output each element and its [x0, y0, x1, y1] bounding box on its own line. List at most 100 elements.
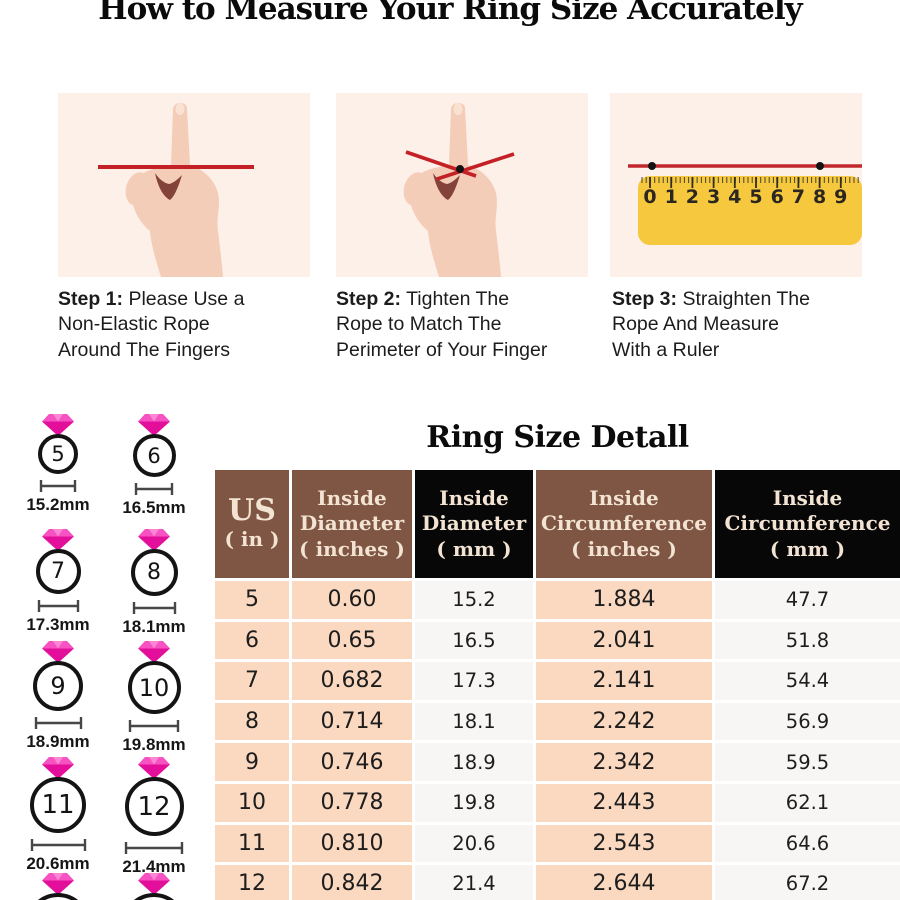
- step-3-text: Straighten The Rope And Measure With a R…: [612, 288, 810, 361]
- table-cell: 12: [215, 865, 289, 900]
- ring-mm-label: 15.2mm: [26, 495, 90, 514]
- table-cell: 20.6: [415, 824, 533, 863]
- ring-illustration: [102, 872, 206, 900]
- section-title: Ring Size Detall: [426, 420, 689, 455]
- ring-illustration: 6 16.5mm: [102, 413, 206, 518]
- step-3-label: Step 3:: [612, 288, 678, 310]
- ring-illustration: 8 18.1mm: [102, 528, 206, 637]
- diameter-measure-line: [30, 839, 86, 851]
- ring-circle: 7: [35, 549, 81, 594]
- table-cell: 64.6: [715, 824, 900, 863]
- step-2-image: [336, 93, 588, 277]
- diameter-measure-line: [128, 720, 180, 732]
- finger-crease-shadow: [433, 173, 460, 200]
- diameter-measure-line: [134, 483, 174, 495]
- table-cell: 16.5: [415, 621, 533, 660]
- svg-text:4: 4: [728, 186, 741, 208]
- step-3-caption: Step 3: Straighten The Rope And Measure …: [612, 287, 852, 363]
- ring-illustration: 5 15.2mm: [6, 413, 110, 515]
- diameter-measure-line: [132, 602, 176, 614]
- table-cell: 2.543: [536, 824, 712, 863]
- step-1-text: Please Use a Non-Elastic Rope Around The…: [58, 288, 245, 361]
- ring-circle: 6: [132, 434, 176, 477]
- table-cell: 2.443: [536, 783, 712, 822]
- table-cell: 18.1: [415, 702, 533, 741]
- diameter-measure-line: [34, 717, 82, 729]
- table-cell: 62.1: [715, 783, 900, 822]
- ring-circle: 11: [30, 777, 86, 833]
- ring-mm-label: 21.4mm: [122, 857, 186, 876]
- ring-mm-label: 18.1mm: [122, 617, 186, 636]
- ring-mm-label: 20.6mm: [26, 854, 90, 873]
- step-1-caption: Step 1: Please Use a Non-Elastic Rope Ar…: [58, 287, 298, 363]
- ring-circle: 12: [124, 777, 184, 836]
- ring-illustration: 10 19.8mm: [102, 640, 206, 755]
- diameter-measure-line: [39, 480, 77, 492]
- step-2-text: Tighten The Rope to Match The Perimeter …: [336, 288, 548, 361]
- rope-knot-dot: [456, 165, 464, 173]
- svg-text:2: 2: [686, 186, 699, 208]
- table-cell: 56.9: [715, 702, 900, 741]
- step-2-label: Step 2:: [336, 288, 402, 310]
- ring-illustration: 7 17.3mm: [6, 528, 110, 635]
- table-cell: 1.884: [536, 581, 712, 619]
- step-1-image: [58, 93, 310, 277]
- table-cell: 18.9: [415, 743, 533, 781]
- page-title: How to Measure Your Ring Size Accurately: [98, 0, 802, 27]
- table-cell: 0.746: [292, 743, 412, 781]
- ring-circle: [26, 893, 90, 900]
- table-cell: 6: [215, 621, 289, 660]
- step-1-label: Step 1:: [58, 288, 124, 310]
- table-cell: 2.242: [536, 702, 712, 741]
- table-cell: 2.644: [536, 865, 712, 900]
- svg-text:8: 8: [813, 186, 826, 208]
- diamond-icon: [138, 873, 170, 895]
- table-cell: 2.141: [536, 662, 712, 700]
- table-cell: 51.8: [715, 621, 900, 660]
- diamond-icon: [42, 641, 74, 663]
- ring-mm-label: 18.9mm: [26, 732, 90, 751]
- svg-text:0: 0: [643, 186, 656, 208]
- ring-circle: 8: [130, 549, 178, 596]
- diameter-measure-line: [124, 842, 184, 854]
- table-cell: 54.4: [715, 662, 900, 700]
- table-cell: 9: [215, 743, 289, 781]
- diamond-icon: [138, 414, 170, 436]
- ring-illustration: 9 18.9mm: [6, 640, 110, 752]
- ring-circle: 5: [38, 434, 78, 474]
- diamond-icon: [42, 757, 74, 779]
- step-2-caption: Step 2: Tighten The Rope to Match The Pe…: [336, 287, 576, 363]
- table-cell: 0.714: [292, 702, 412, 741]
- table-cell: 10: [215, 783, 289, 822]
- ring-mm-label: 16.5mm: [122, 498, 186, 517]
- svg-text:9: 9: [834, 186, 847, 208]
- svg-text:1: 1: [665, 186, 678, 208]
- ring-circle: 9: [33, 661, 83, 711]
- diamond-icon: [42, 873, 74, 895]
- table-header-col-3: Inside Circumference( inches ): [536, 470, 712, 578]
- diameter-measure-line: [37, 600, 79, 612]
- table-cell: 0.60: [292, 581, 412, 619]
- hand-crossed-rope-illustration: [403, 102, 515, 277]
- table-cell: 0.842: [292, 865, 412, 900]
- ring-illustration: 11 20.6mm: [6, 756, 110, 874]
- finger-crease-shadow: [155, 173, 182, 200]
- table-cell: 7: [215, 662, 289, 700]
- table-cell: 15.2: [415, 581, 533, 619]
- table-cell: 2.041: [536, 621, 712, 660]
- table-cell: 0.682: [292, 662, 412, 700]
- diamond-icon: [42, 529, 74, 551]
- svg-text:7: 7: [792, 186, 805, 208]
- table-cell: 47.7: [715, 581, 900, 619]
- table-cell: 0.778: [292, 783, 412, 822]
- table-header-col-0: US( in ): [215, 470, 289, 578]
- svg-text:3: 3: [707, 186, 720, 208]
- hand-straight-rope-illustration: [98, 102, 254, 277]
- rope-line-right: [436, 152, 515, 181]
- table-cell: 5: [215, 581, 289, 619]
- table-header-col-1: Inside Diameter( inches ): [292, 470, 412, 578]
